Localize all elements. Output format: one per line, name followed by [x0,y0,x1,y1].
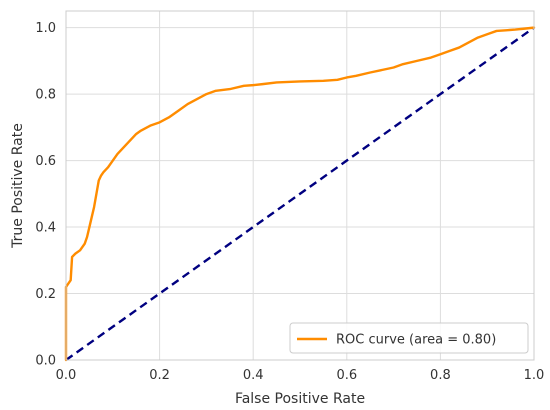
y-tick-label: 0.4 [35,221,56,236]
legend-box [289,322,529,354]
x-tick-label: 0.8 [430,368,451,383]
x-tick-label: 0.6 [336,368,357,383]
plot-frame [65,10,535,361]
y-tick-label: 0.6 [35,154,56,169]
tick-labels: 0.0 0.2 0.4 0.6 0.8 1.0 0.0 0.2 0.4 0.6 0.8 1.0 [35,21,544,383]
y-tick-label: 0.2 [35,287,56,302]
y-tick-label: 0.0 [35,354,56,369]
chance-diagonal-line [65,26,535,361]
legend-entry-roc: ROC curve (area = 0.80) [336,333,496,348]
series-layer [64,26,536,362]
x-axis-label: False Positive Rate [235,391,365,407]
grid [65,11,535,361]
x-tick-label: 0.4 [243,368,264,383]
y-axis-label: True Positive Rate [10,123,26,249]
y-tick-label: 1.0 [35,21,56,36]
x-tick-label: 0.2 [149,368,170,383]
x-tick-label: 0.0 [56,368,77,383]
roc-curve-line [64,26,536,362]
y-tick-label: 0.8 [35,88,56,103]
x-tick-label: 1.0 [524,368,545,383]
legend: ROC curve (area = 0.80) [289,322,529,354]
